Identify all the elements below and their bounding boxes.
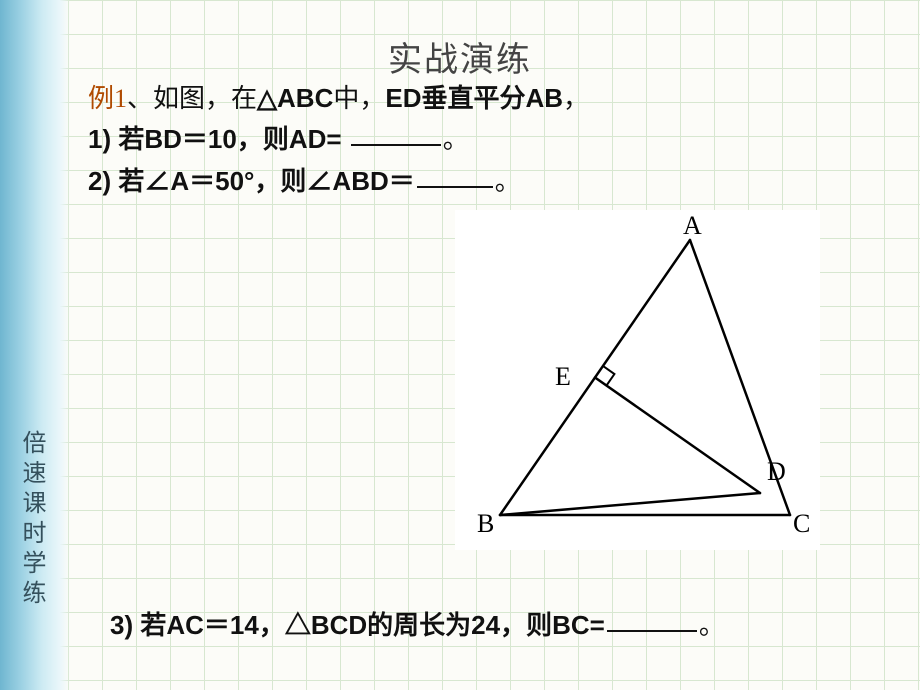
q1-blank — [351, 144, 441, 146]
q3-blank — [607, 630, 697, 632]
slide-title: 实战演练 — [0, 32, 920, 81]
slide: 倍速课时学练 实战演练 例1、如图，在△ABC中，ED垂直平分AB， 1) 若B… — [0, 0, 920, 690]
left-decorative-strip: 倍速课时学练 — [0, 0, 70, 690]
q3-text: 3) 若AC＝14，△BCD的周长为24，则BC= 。 — [110, 605, 725, 642]
strip-vertical-text: 倍速课时学练 — [14, 430, 49, 610]
triangle-abc: △ABC — [257, 83, 333, 113]
q2-suffix: 。 — [495, 167, 521, 196]
example-label: 例1 — [88, 84, 127, 113]
triangle-figure: A B CD E — [455, 210, 820, 550]
svg-text:D: D — [767, 457, 786, 486]
problem-text: 例1、如图，在△ABC中，ED垂直平分AB， 1) 若BD＝10，则AD= 。 … — [88, 78, 589, 202]
svg-text:E: E — [555, 362, 571, 391]
q2-prefix: 2) 若∠A＝50°，则∠ABD＝ — [88, 166, 415, 196]
q1-suffix: 。 — [443, 125, 469, 154]
q1-prefix: 1) 若BD＝10，则AD= — [88, 124, 349, 154]
figure-svg: A B CD E — [455, 210, 820, 550]
q2-blank — [417, 186, 493, 188]
svg-text:A: A — [683, 211, 702, 240]
intro-comma: ， — [563, 84, 589, 113]
svg-text:B: B — [477, 509, 494, 538]
ed-bisects: ED垂直平分AB — [385, 83, 563, 113]
q3-prefix: 3) 若AC＝14，△BCD的周长为24，则BC= — [110, 610, 605, 640]
intro-punct-a: 、如图，在 — [127, 84, 257, 113]
q3-suffix: 。 — [699, 611, 725, 640]
intro-punct-b: 中， — [333, 84, 385, 113]
svg-text:C: C — [793, 509, 810, 538]
